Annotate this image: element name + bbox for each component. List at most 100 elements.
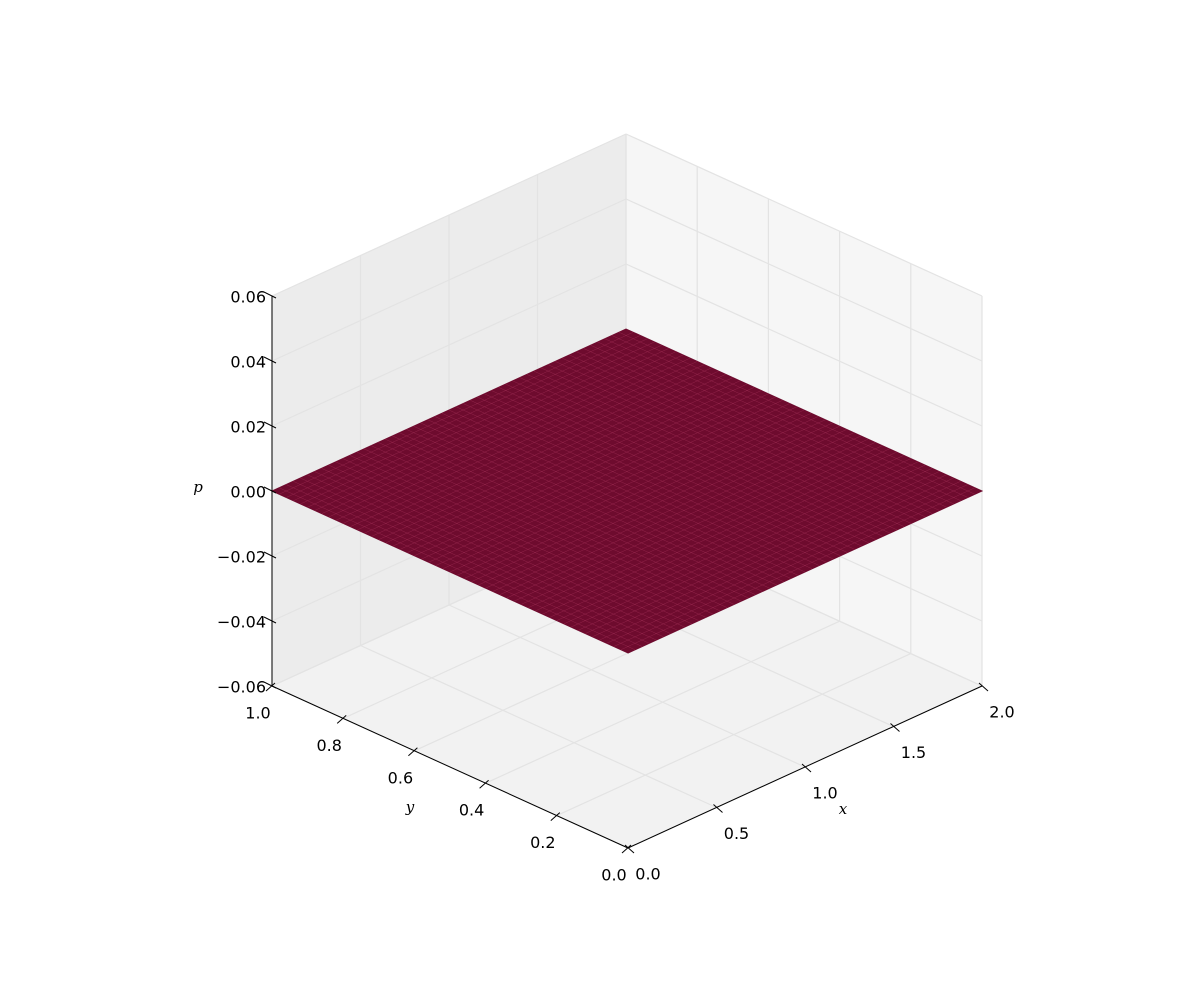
mesh-line <box>562 357 919 521</box>
tick-mark <box>550 812 561 821</box>
mesh-line <box>597 341 954 505</box>
grid-line <box>271 198 627 362</box>
grid-line <box>556 653 912 817</box>
mesh-line <box>604 338 961 501</box>
z-tick-label: 0.02 <box>230 418 266 437</box>
grid-line <box>625 198 983 362</box>
y-tick-label: 0.6 <box>388 768 413 787</box>
z-axis-label: p <box>193 478 203 496</box>
tick-mark <box>621 844 632 854</box>
mesh-line <box>590 344 947 508</box>
grid-line <box>448 604 806 768</box>
y-tick-label: 0.0 <box>601 866 626 885</box>
mesh-line <box>328 354 684 518</box>
mesh-line <box>526 374 883 537</box>
x-tick-label: 0.5 <box>724 824 749 843</box>
mesh-line <box>498 387 855 550</box>
grid-line <box>271 263 627 427</box>
tick-mark <box>263 551 277 559</box>
mesh-line <box>364 370 719 534</box>
mesh-line <box>449 409 805 573</box>
grid-line <box>271 133 627 297</box>
grid-line <box>625 133 983 297</box>
tick-mark <box>479 779 489 789</box>
mesh-line <box>421 396 776 560</box>
grid-line <box>485 620 840 784</box>
mesh-line <box>470 400 827 563</box>
mesh-line <box>512 380 869 544</box>
tick-mark <box>263 291 277 299</box>
tick-mark <box>713 804 723 813</box>
mesh-line <box>569 354 926 518</box>
mesh-line <box>343 361 698 524</box>
mesh-line <box>576 351 933 514</box>
z-tick-label: −0.04 <box>217 613 266 632</box>
tick-mark <box>408 747 418 757</box>
mesh-line <box>477 396 834 560</box>
mesh-line <box>484 393 841 557</box>
tick-mark <box>263 421 277 429</box>
tick-mark <box>263 616 277 624</box>
mesh-line <box>533 370 891 534</box>
tick-mark <box>336 715 347 724</box>
z-tick-label: −0.06 <box>217 678 266 697</box>
mesh-line <box>414 393 769 557</box>
mesh-line <box>279 332 634 495</box>
y-tick-label: 0.2 <box>530 833 555 852</box>
mesh-line <box>392 383 748 547</box>
mesh-line <box>321 351 676 514</box>
x-tick-label: 2.0 <box>989 703 1014 722</box>
z-tick-label: 0.04 <box>230 353 266 372</box>
x-tick-label: 1.0 <box>812 784 837 803</box>
tick-mark <box>978 682 989 692</box>
mesh-line <box>293 338 648 501</box>
mesh-line <box>505 383 862 547</box>
y-axis-line <box>271 685 629 849</box>
mesh-line <box>378 377 733 540</box>
mesh-line <box>407 390 762 553</box>
z-tick-label: 0.06 <box>230 288 266 307</box>
mesh-line <box>435 403 790 566</box>
grid-line <box>625 263 983 427</box>
y-tick-label: 0.8 <box>316 736 341 755</box>
mesh-line <box>583 348 940 511</box>
mesh-line <box>555 361 912 524</box>
mesh-line <box>491 390 848 553</box>
mesh-line <box>455 406 813 569</box>
z-tick-label: 0.00 <box>230 483 266 502</box>
tick-mark <box>890 723 900 732</box>
mesh-line <box>428 400 783 563</box>
mesh-line <box>519 377 876 540</box>
mesh-line <box>400 387 755 550</box>
mesh-line <box>540 367 898 531</box>
tick-mark <box>801 763 812 773</box>
mesh-line <box>357 367 712 531</box>
mesh-line <box>618 332 976 495</box>
mesh-line <box>463 403 820 566</box>
mesh-line <box>300 341 655 505</box>
y-tick-label: 1.0 <box>245 704 270 723</box>
mesh-line <box>442 406 797 569</box>
tick-mark <box>265 682 276 692</box>
mesh-line <box>371 374 726 537</box>
tick-mark <box>624 844 635 854</box>
y-tick-label: 0.4 <box>459 801 484 820</box>
z-tick-label: −0.02 <box>217 548 266 567</box>
mesh-line <box>350 364 705 527</box>
mesh-line <box>286 335 641 498</box>
mesh-line <box>335 357 691 521</box>
mesh-line <box>611 335 968 498</box>
x-tick-label: 0.0 <box>635 865 660 884</box>
tick-mark <box>263 356 277 364</box>
mesh-line <box>385 380 741 544</box>
mesh-line <box>548 364 905 527</box>
x-tick-label: 1.5 <box>901 743 926 762</box>
grid-line <box>360 644 717 809</box>
mesh-line <box>314 348 669 511</box>
y-axis-label: y <box>405 798 415 816</box>
mesh-line <box>307 344 662 508</box>
x-axis-label: x <box>839 800 848 818</box>
tick-mark <box>263 486 277 494</box>
tick-mark <box>263 681 277 689</box>
